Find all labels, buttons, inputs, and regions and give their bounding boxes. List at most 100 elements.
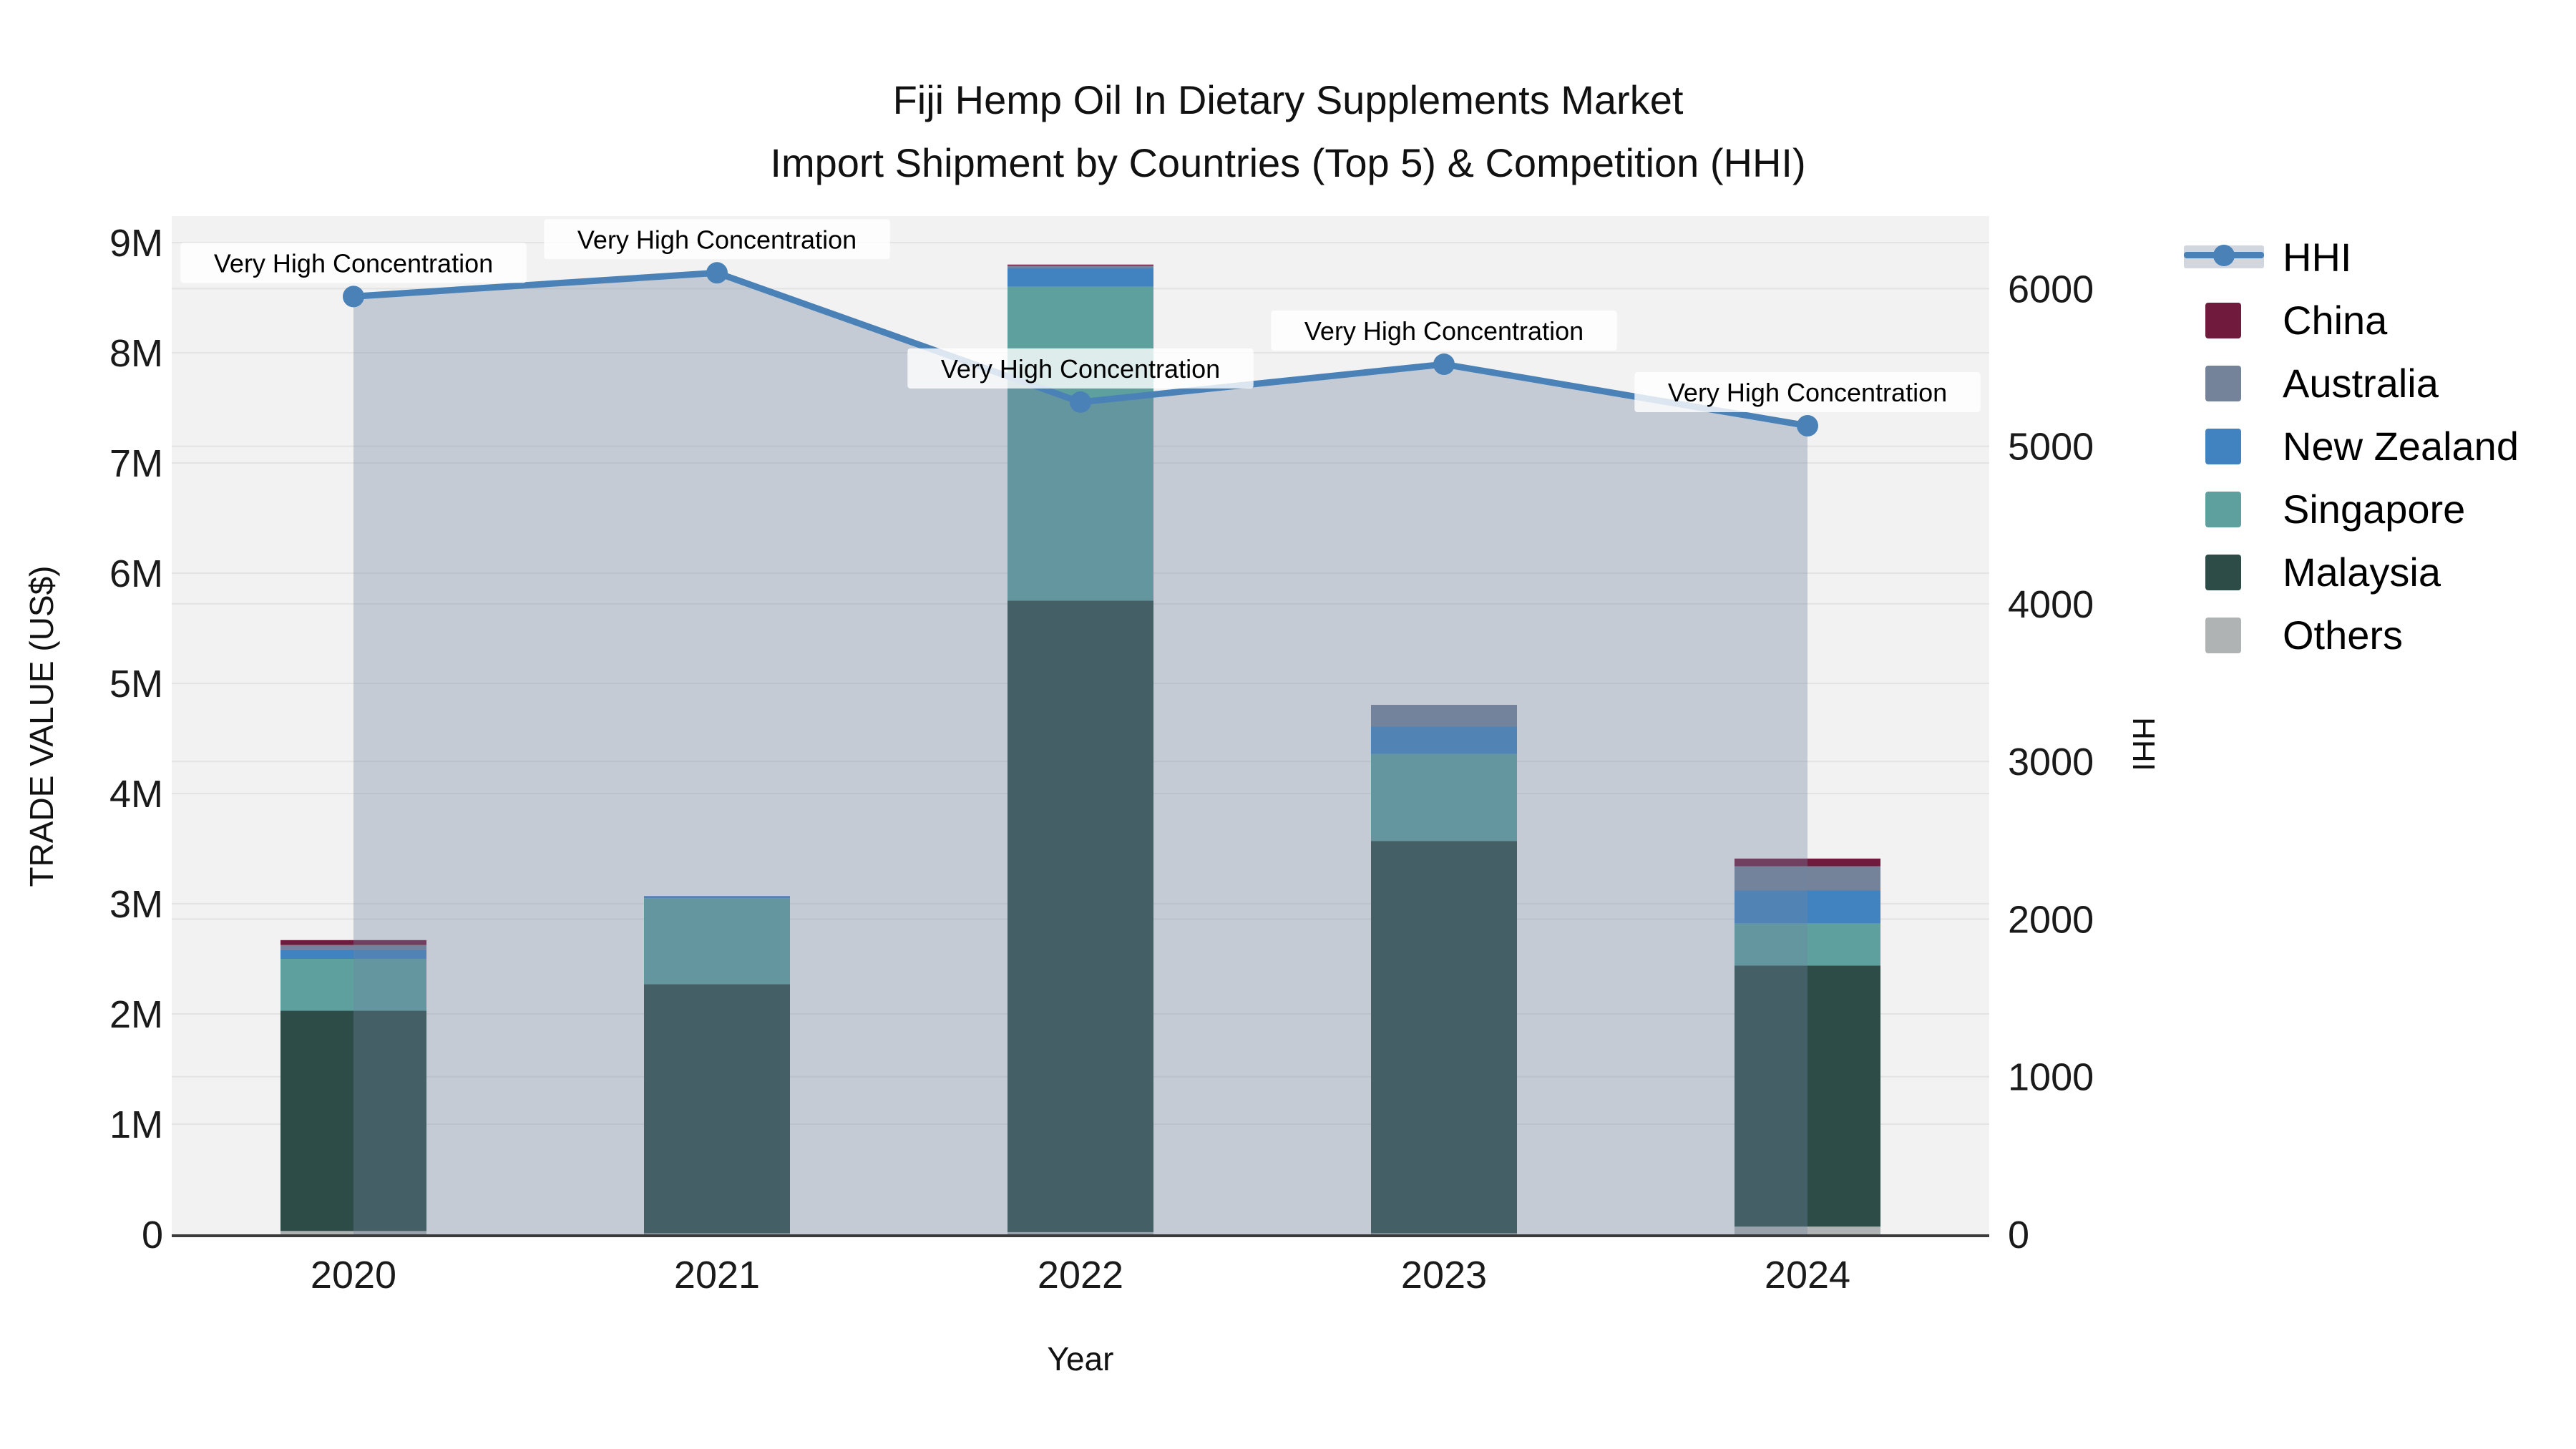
bar-segment-new-zealand-2022: [1008, 268, 1153, 287]
y-left-tick: 9M: [109, 222, 163, 265]
annotations: Very High Concentration Very High Concent…: [180, 219, 1981, 412]
legend-item-new-zealand: New Zealand: [2184, 423, 2519, 469]
legend-item-singapore: Singapore: [2184, 486, 2519, 532]
y-left-tick: 0: [142, 1214, 163, 1257]
bar-segment-others-2024: [1735, 1226, 1880, 1234]
y-left-tick: 2M: [109, 993, 163, 1036]
x-tick-2024: 2024: [1765, 1254, 1850, 1297]
y-right-tick: 6000: [2008, 268, 2094, 311]
legend-label: New Zealand: [2283, 423, 2519, 469]
bar-segment-singapore-2020: [280, 958, 426, 1011]
y-right-tick: 1000: [2008, 1056, 2094, 1099]
bar-segment-australia-2022: [1008, 265, 1153, 268]
legend-item-malaysia: Malaysia: [2184, 549, 2519, 595]
legend-item-australia: Australia: [2184, 360, 2519, 406]
annotation-box: [907, 348, 1254, 389]
legend-label: China: [2283, 297, 2388, 343]
hhi-area-fill: [353, 273, 1807, 1235]
y-right-tick: 4000: [2008, 583, 2094, 626]
y-left-tick: 1M: [109, 1103, 163, 1146]
bar-segment-australia-2023: [1371, 705, 1517, 727]
bar-segment-new-zealand-2023: [1371, 726, 1517, 754]
color-swatch-icon: [2184, 425, 2264, 467]
bar-segment-new-zealand-2020: [280, 949, 426, 959]
y-left-tick: 8M: [109, 332, 163, 375]
legend: HHI China Australia New Zealand Singapore Mal…: [2184, 234, 2519, 658]
x-tick-2023: 2023: [1401, 1254, 1487, 1297]
bar-segment-singapore-2022: [1008, 286, 1153, 601]
legend-item-others: Others: [2184, 612, 2519, 658]
bar-segment-australia-2020: [280, 945, 426, 950]
bar-segment-singapore-2021: [644, 898, 790, 985]
bar-segment-others-2022: [1008, 1231, 1153, 1234]
hhi-marker-2020: [343, 286, 364, 308]
y-left-tick: 7M: [109, 442, 163, 485]
bar-segment-new-zealand-2024: [1735, 890, 1880, 924]
bar-segment-china-2020: [280, 940, 426, 945]
bar-segment-china-2022: [1008, 264, 1153, 266]
y-axis-label-left: TRADE VALUE (US$): [23, 565, 60, 887]
bar-segment-singapore-2024: [1735, 923, 1880, 966]
legend-label: HHI: [2283, 234, 2352, 280]
annotation-box: [180, 243, 527, 283]
bar-segment-others-2023: [1371, 1233, 1517, 1234]
annotation-text: Very High Concentration: [214, 248, 493, 278]
annotation-text: Very High Concentration: [1668, 378, 1947, 407]
color-swatch-icon: [2184, 488, 2264, 530]
bar-segment-australia-2024: [1735, 866, 1880, 891]
bar-segment-malaysia-2024: [1735, 965, 1880, 1227]
x-axis-label: Year: [1047, 1340, 1114, 1377]
bars: [280, 264, 1880, 1234]
hhi-marker-2022: [1070, 391, 1091, 413]
bar-segment-malaysia-2021: [644, 984, 790, 1234]
y-right-tick: 5000: [2008, 426, 2094, 469]
hhi-area: [353, 273, 1807, 1235]
annotation-text: Very High Concentration: [577, 225, 857, 254]
y-right-tick: 0: [2008, 1214, 2029, 1257]
y-left-tick: 6M: [109, 552, 163, 595]
color-swatch-icon: [2184, 614, 2264, 655]
chart-title-block: Fiji Hemp Oil In Dietary Supplements Mar…: [0, 69, 2576, 195]
color-swatch-icon: [2184, 551, 2264, 592]
chart-title: Fiji Hemp Oil In Dietary Supplements Mar…: [892, 77, 1684, 122]
hhi-line: [343, 262, 1818, 436]
annotation-text: Very High Concentration: [941, 354, 1220, 384]
y-left-tick: 5M: [109, 663, 163, 706]
bar-segment-singapore-2023: [1371, 753, 1517, 841]
annotation-box: [1634, 371, 1981, 412]
hhi-line-swatch-icon: [2184, 236, 2264, 278]
y-axis-label-right: HHI: [2126, 717, 2161, 771]
bar-segment-malaysia-2022: [1008, 600, 1153, 1232]
annotation-text: Very High Concentration: [1304, 316, 1584, 346]
chart-subtitle: Import Shipment by Countries (Top 5) & C…: [770, 140, 1806, 185]
bar-segment-others-2021: [644, 1233, 790, 1234]
bar-segment-malaysia-2023: [1371, 841, 1517, 1234]
legend-label: Australia: [2283, 360, 2439, 406]
legend-item-china: China: [2184, 297, 2519, 343]
legend-label: Others: [2283, 612, 2404, 658]
y-right-tick: 2000: [2008, 898, 2094, 941]
y-left-tick: 3M: [109, 883, 163, 926]
bar-segment-malaysia-2020: [280, 1010, 426, 1231]
hhi-marker-2021: [706, 262, 728, 284]
annotation-box: [1271, 311, 1617, 351]
bar-segment-china-2024: [1735, 858, 1880, 867]
legend-label: Malaysia: [2283, 549, 2441, 595]
legend-item-hhi: HHI: [2184, 234, 2519, 280]
x-tick-2022: 2022: [1038, 1254, 1123, 1297]
y-right-tick: 3000: [2008, 741, 2094, 784]
tick-labels: 0 1M 2M 3M 4M 5M 6M 7M 8M 9M 0 1000 2000 3000 4000 5000…: [109, 222, 2094, 1297]
hhi-marker-2024: [1797, 414, 1818, 436]
hhi-marker-2023: [1433, 353, 1455, 376]
color-swatch-icon: [2184, 362, 2264, 404]
x-tick-2020: 2020: [311, 1254, 396, 1297]
bar-segment-new-zealand-2021: [644, 896, 790, 899]
annotation-box: [544, 219, 890, 260]
color-swatch-icon: [2184, 299, 2264, 341]
x-tick-2021: 2021: [674, 1254, 760, 1297]
bar-segment-others-2020: [280, 1231, 426, 1234]
y-left-tick: 4M: [109, 773, 163, 816]
legend-label: Singapore: [2283, 486, 2466, 532]
